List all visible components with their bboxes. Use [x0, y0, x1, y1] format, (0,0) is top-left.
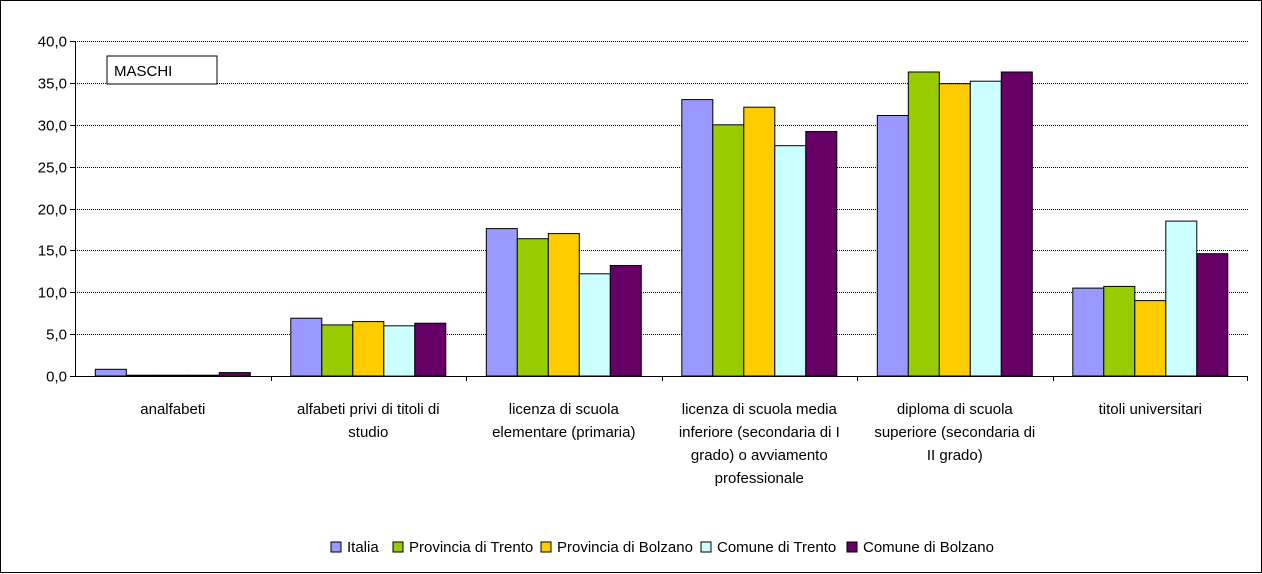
legend-swatch	[393, 542, 403, 552]
bar	[939, 84, 970, 376]
x-tick-label: alfabeti privi di titoli di	[297, 401, 440, 418]
y-tick-label: 35,0	[38, 76, 67, 93]
bar	[517, 239, 548, 376]
bar	[579, 274, 610, 376]
y-tick-label: 20,0	[38, 202, 67, 219]
y-tick-label: 5,0	[46, 327, 67, 344]
bar	[1073, 288, 1104, 376]
x-tick-label: diploma di scuola	[897, 401, 1014, 418]
bar	[415, 323, 446, 376]
x-tick-label: II grado)	[927, 447, 983, 464]
legend-swatch	[847, 542, 857, 552]
annotation-text: MASCHI	[114, 63, 172, 80]
bar	[384, 326, 415, 376]
bar	[1001, 72, 1032, 376]
bar	[322, 325, 353, 376]
axes	[70, 41, 1248, 381]
legend-label: Provincia di Bolzano	[557, 539, 693, 556]
bar	[219, 373, 250, 376]
y-tick-label: 30,0	[38, 118, 67, 135]
y-tick-label: 0,0	[46, 369, 67, 386]
legend-swatch	[541, 542, 551, 552]
legend-swatch	[331, 542, 341, 552]
x-tick-label: professionale	[715, 470, 804, 487]
legend-label: Italia	[347, 539, 379, 556]
bar	[548, 234, 579, 376]
bar	[1135, 301, 1166, 376]
y-tick-label: 40,0	[38, 34, 67, 51]
bar	[877, 116, 908, 377]
y-tick-label: 10,0	[38, 285, 67, 302]
legend-swatch	[701, 542, 711, 552]
bar	[486, 229, 517, 376]
bar	[713, 125, 744, 376]
x-tick-label: inferiore (secondaria di I	[679, 424, 840, 441]
y-tick-label: 15,0	[38, 243, 67, 260]
bar	[95, 369, 126, 376]
legend: Italia Provincia di Trento Provincia di Bo…	[331, 539, 994, 556]
bar	[1166, 221, 1197, 376]
bar	[775, 146, 806, 376]
legend-label: Comune di Bolzano	[863, 539, 994, 556]
bar	[353, 322, 384, 376]
gridlines	[75, 42, 1248, 335]
bar	[157, 375, 188, 376]
bar	[126, 375, 157, 376]
bar	[806, 132, 837, 377]
x-tick-label: licenza di scuola media	[682, 401, 838, 418]
x-tick-label: grado) o avviamento	[691, 447, 828, 464]
bar	[188, 375, 219, 376]
legend-label: Comune di Trento	[717, 539, 836, 556]
x-tick-label: analfabeti	[140, 401, 205, 418]
bar	[908, 72, 939, 376]
bar	[744, 107, 775, 376]
bar	[682, 100, 713, 376]
x-tick-label: superiore (secondaria di	[874, 424, 1035, 441]
y-tick-label: 25,0	[38, 160, 67, 177]
bar	[970, 81, 1001, 376]
bar	[1197, 254, 1228, 376]
annotation-box: MASCHI	[107, 56, 217, 84]
x-tick-label: licenza di scuola	[509, 401, 620, 418]
x-tick-label: elementare (primaria)	[492, 424, 635, 441]
bar	[610, 266, 641, 377]
bar	[1104, 286, 1135, 376]
x-tick-label: titoli universitari	[1099, 401, 1202, 418]
bar	[291, 318, 322, 376]
x-tick-label: studio	[348, 424, 388, 441]
legend-label: Provincia di Trento	[409, 539, 533, 556]
bars	[95, 72, 1228, 376]
